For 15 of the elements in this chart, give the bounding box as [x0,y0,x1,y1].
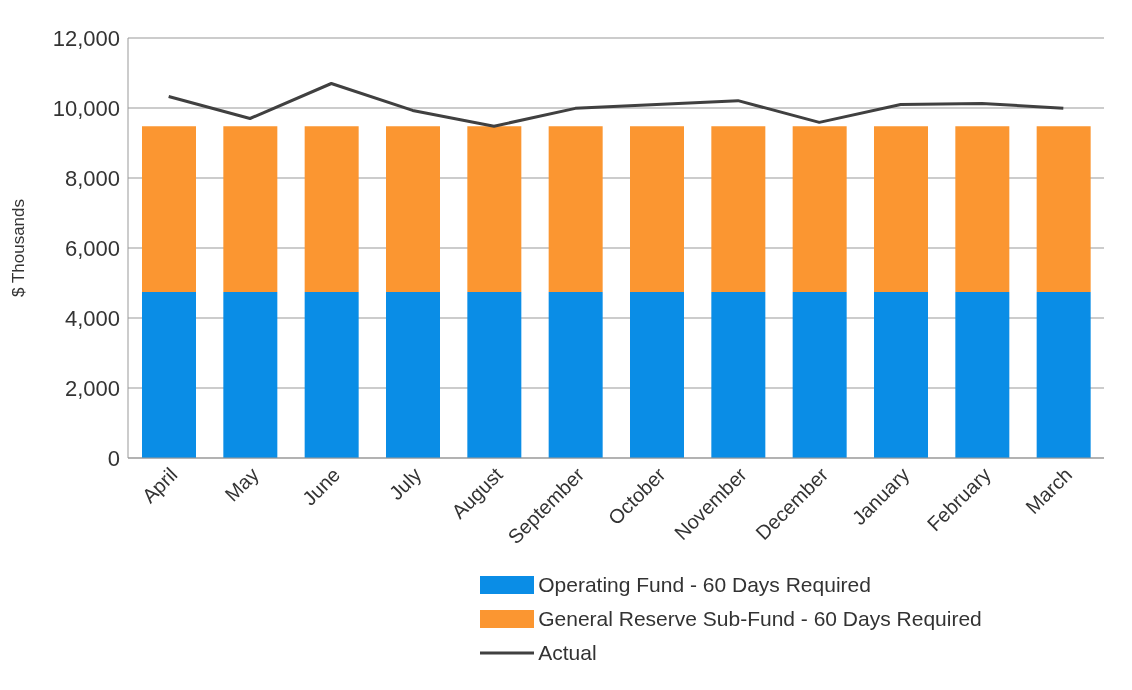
x-tick-label: July [384,463,426,505]
line-series [167,82,1065,128]
legend-label: General Reserve Sub-Fund - 60 Days Required [538,607,982,631]
y-tick-label: 4,000 [64,305,120,331]
legend-label: Actual [538,641,597,665]
x-tick-label: June [297,463,345,510]
x-tick-label: May [220,463,263,506]
legend-label: Operating Fund - 60 Days Required [538,573,871,597]
y-tick-label: 12,000 [52,25,120,51]
y-axis-title: $ Thousands [9,199,29,297]
y-tick-label: 0 [107,445,120,471]
y-tick-label: 10,000 [52,95,120,121]
y-tick-label: 8,000 [64,165,120,191]
y-tick-label: 2,000 [64,375,120,401]
y-tick-label: 6,000 [64,235,120,261]
